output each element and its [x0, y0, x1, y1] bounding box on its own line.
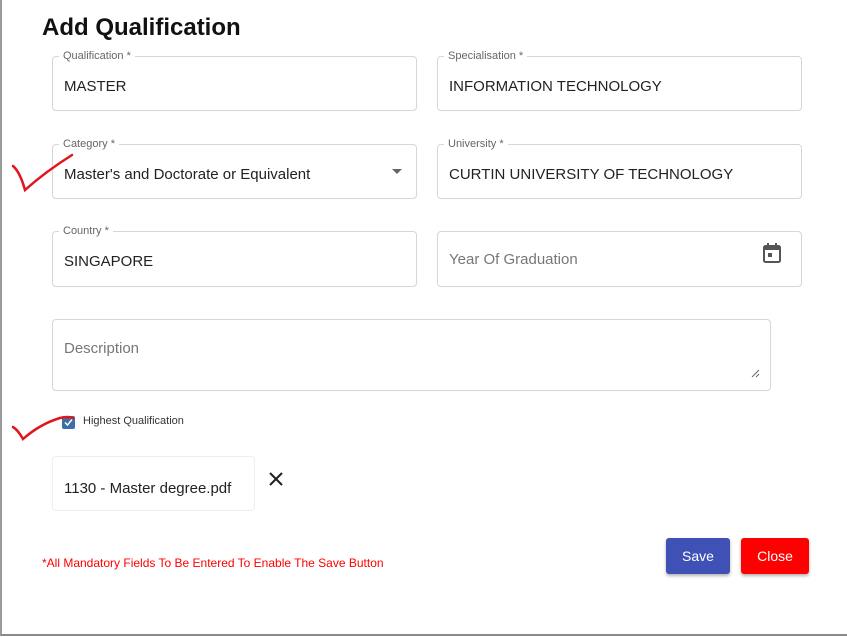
- category-value: Master's and Doctorate or Equivalent: [64, 166, 311, 183]
- country-label: Country *: [59, 225, 113, 237]
- attachment-chip: 1130 - Master degree.pdf: [52, 456, 255, 511]
- university-value: CURTIN UNIVERSITY OF TECHNOLOGY: [449, 166, 734, 183]
- resize-handle-icon[interactable]: [751, 369, 760, 378]
- chevron-down-icon[interactable]: [392, 169, 402, 174]
- university-label: University *: [444, 138, 508, 150]
- close-button[interactable]: Close: [741, 538, 809, 574]
- country-value: SINGAPORE: [64, 253, 154, 270]
- calendar-icon[interactable]: [763, 243, 781, 263]
- category-select[interactable]: Category * Master's and Doctorate or Equ…: [52, 138, 417, 199]
- highest-qualification-label: Highest Qualification: [83, 415, 184, 427]
- check-icon: [64, 419, 73, 427]
- qualification-value: MASTER: [64, 78, 127, 95]
- description-textarea[interactable]: Description: [52, 319, 771, 391]
- year-of-graduation-field[interactable]: Year Of Graduation: [437, 231, 802, 287]
- qualification-label: Qualification *: [59, 50, 135, 62]
- country-field[interactable]: Country * SINGAPORE: [52, 225, 417, 287]
- specialisation-field[interactable]: Specialisation * INFORMATION TECHNOLOGY: [437, 50, 802, 111]
- save-button[interactable]: Save: [666, 538, 730, 574]
- attachment-filename[interactable]: 1130 - Master degree.pdf: [64, 480, 232, 497]
- dialog-title: Add Qualification: [42, 14, 241, 41]
- specialisation-label: Specialisation *: [444, 50, 528, 62]
- description-placeholder: Description: [64, 340, 140, 357]
- mandatory-fields-message: *All Mandatory Fields To Be Entered To E…: [42, 556, 384, 570]
- category-label: Category *: [59, 138, 119, 150]
- year-placeholder: Year Of Graduation: [449, 251, 578, 268]
- qualification-field[interactable]: Qualification * MASTER: [52, 50, 417, 111]
- highest-qualification-checkbox[interactable]: [62, 416, 75, 429]
- specialisation-value: INFORMATION TECHNOLOGY: [449, 78, 662, 95]
- remove-attachment-icon[interactable]: [267, 470, 285, 488]
- university-field[interactable]: University * CURTIN UNIVERSITY OF TECHNO…: [437, 138, 802, 199]
